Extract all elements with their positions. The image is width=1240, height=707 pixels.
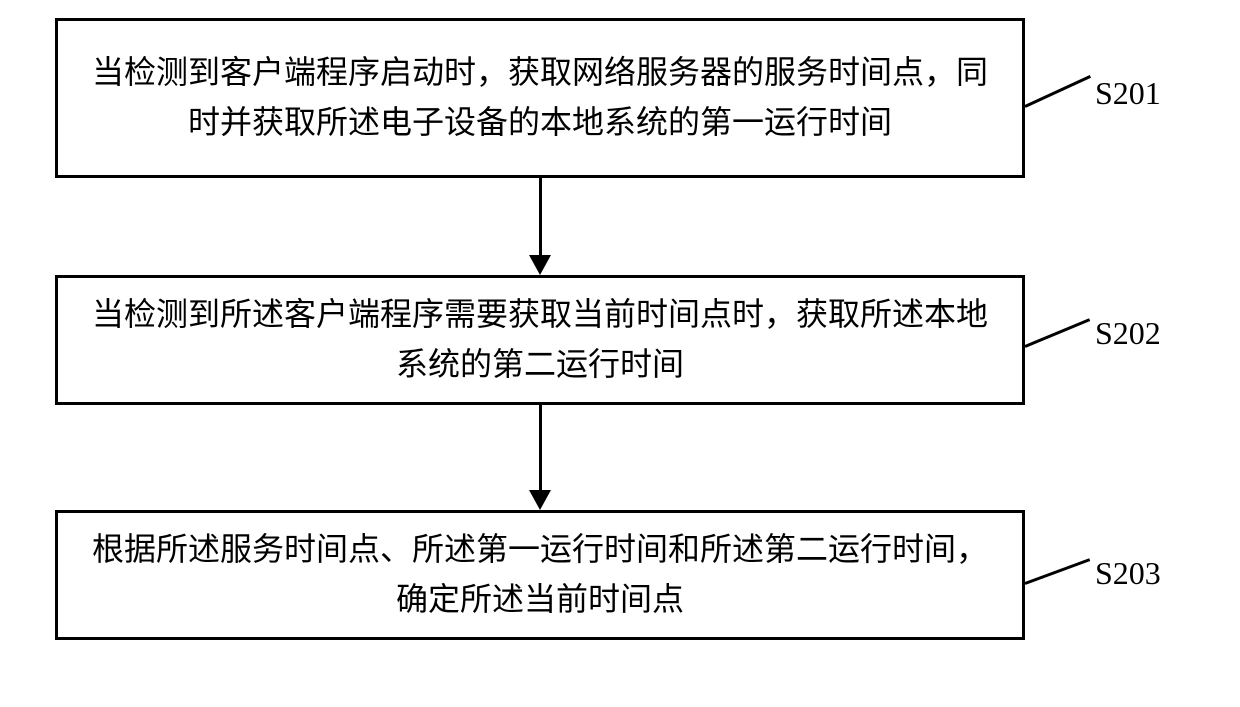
label-connector-0	[1024, 75, 1090, 108]
step-label-s203: S203	[1095, 555, 1161, 592]
arrow-head-icon	[529, 255, 551, 275]
flowchart-node-s202: 当检测到所述客户端程序需要获取当前时间点时，获取所述本地系统的第二运行时间	[55, 275, 1025, 405]
step-label-s201: S201	[1095, 75, 1161, 112]
arrow-head-icon	[529, 490, 551, 510]
flowchart-canvas: 当检测到客户端程序启动时，获取网络服务器的服务时间点，同时并获取所述电子设备的本…	[0, 0, 1240, 707]
node-text: 当检测到所述客户端程序需要获取当前时间点时，获取所述本地系统的第二运行时间	[78, 290, 1002, 389]
label-connector-2	[1024, 558, 1090, 585]
arrow-line-0	[539, 178, 542, 257]
node-text: 根据所述服务时间点、所述第一运行时间和所述第二运行时间，确定所述当前时间点	[78, 525, 1002, 624]
node-text: 当检测到客户端程序启动时，获取网络服务器的服务时间点，同时并获取所述电子设备的本…	[78, 48, 1002, 147]
flowchart-node-s203: 根据所述服务时间点、所述第一运行时间和所述第二运行时间，确定所述当前时间点	[55, 510, 1025, 640]
flowchart-node-s201: 当检测到客户端程序启动时，获取网络服务器的服务时间点，同时并获取所述电子设备的本…	[55, 18, 1025, 178]
label-connector-1	[1024, 318, 1090, 348]
step-label-s202: S202	[1095, 315, 1161, 352]
arrow-line-1	[539, 405, 542, 492]
